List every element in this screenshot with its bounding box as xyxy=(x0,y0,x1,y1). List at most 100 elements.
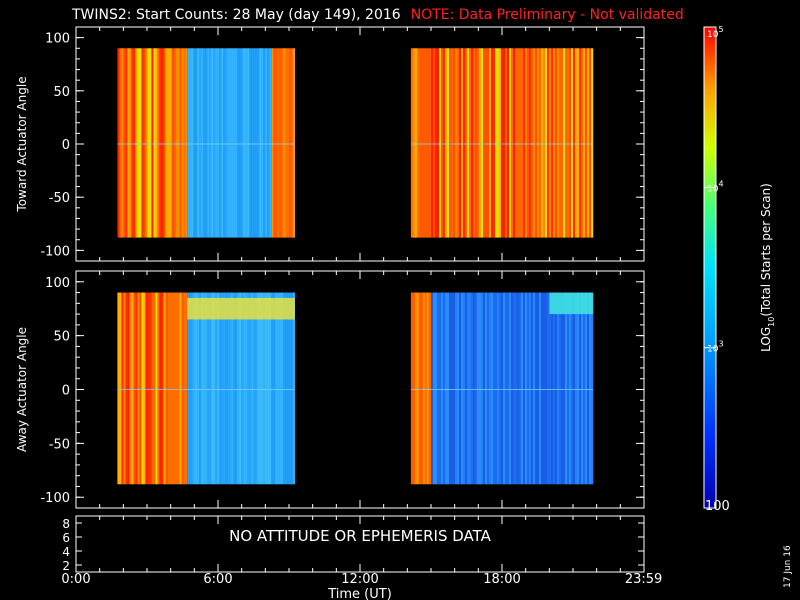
heatmap-column xyxy=(497,292,500,485)
heatmap-column xyxy=(499,292,502,485)
heatmap-column xyxy=(261,292,264,485)
y-tick-label: 50 xyxy=(53,85,70,100)
heatmap-column xyxy=(577,292,580,485)
heatmap-column xyxy=(428,292,431,485)
panel-2: 100 50 0 -50 -100 Away Actuator Angle xyxy=(15,270,645,509)
heatmap-column xyxy=(193,292,196,485)
heatmap-column xyxy=(293,48,295,238)
heatmap-column xyxy=(199,292,202,485)
heatmap-column xyxy=(269,48,272,238)
heatmap-column xyxy=(143,292,146,485)
heatmap-column xyxy=(583,48,586,238)
heatmap-column xyxy=(145,292,148,485)
heatmap-column xyxy=(420,292,424,485)
heatmap-column xyxy=(277,292,280,485)
heatmap-column xyxy=(151,292,154,485)
heatmap-column xyxy=(507,292,510,485)
heatmap-column xyxy=(583,292,586,485)
heatmap-column xyxy=(287,292,290,485)
heatmap-column xyxy=(515,292,518,485)
heatmap-column xyxy=(441,292,444,485)
heatmap-column xyxy=(213,292,216,485)
heatmap-column xyxy=(420,48,424,238)
heatmap-column xyxy=(137,48,140,238)
heatmap-column xyxy=(467,292,470,485)
heatmap-column xyxy=(183,292,186,485)
heatmap-column xyxy=(259,292,262,485)
heatmap-column xyxy=(191,292,194,485)
heatmap-column xyxy=(585,48,588,238)
heatmap-column xyxy=(211,292,214,485)
heatmap-column xyxy=(481,292,484,485)
heatmap-column xyxy=(199,48,202,238)
heatmap-column xyxy=(493,48,496,238)
heatmap-column xyxy=(428,48,431,238)
heatmap-column xyxy=(155,292,158,485)
colorbar-scale xyxy=(703,26,717,509)
heatmap-column xyxy=(289,48,292,238)
heatmap-column xyxy=(577,48,580,238)
heatmap-column xyxy=(253,48,256,238)
heatmap-column xyxy=(426,48,430,238)
heatmap-column xyxy=(189,292,192,485)
heatmap-column xyxy=(235,48,238,238)
heatmap-column xyxy=(205,292,208,485)
heatmap-column xyxy=(505,48,508,238)
y-tick-label: 2 xyxy=(62,559,70,573)
heatmap-column xyxy=(455,48,458,238)
heatmap-column xyxy=(127,48,130,238)
heatmap-column xyxy=(447,292,450,485)
heatmap-column xyxy=(418,48,422,238)
heatmap-column xyxy=(575,292,578,485)
heatmap-column xyxy=(418,292,422,485)
heatmap-column xyxy=(589,48,592,238)
heatmap-column xyxy=(465,292,468,485)
heatmap-column xyxy=(179,48,182,238)
heatmap-column xyxy=(581,48,584,238)
heatmap-column xyxy=(443,48,446,238)
heatmap-column xyxy=(563,48,566,238)
chart-title: TWINS2: Start Counts: 28 May (day 149), … xyxy=(72,7,684,23)
x-tick-label: 12:00 xyxy=(341,572,378,587)
heatmap-column xyxy=(553,48,556,238)
heatmap-column xyxy=(547,48,550,238)
y-tick-label: 4 xyxy=(62,545,70,559)
heatmap-column xyxy=(531,292,534,485)
y-tick-label: 100 xyxy=(45,276,70,291)
heatmap-column xyxy=(231,48,234,238)
heatmap-column xyxy=(169,292,172,485)
heatmap-column xyxy=(499,48,502,238)
heatmap-column xyxy=(139,48,142,238)
heatmap-column xyxy=(149,48,152,238)
heatmap-column xyxy=(205,48,208,238)
heatmap-column xyxy=(579,48,582,238)
heatmap-column xyxy=(433,48,436,238)
heatmap-column xyxy=(131,48,134,238)
heatmap-column xyxy=(489,292,492,485)
heatmap-column xyxy=(437,292,440,485)
heatmap-column xyxy=(565,292,568,485)
heatmap-column xyxy=(555,292,558,485)
heatmap-column xyxy=(549,48,552,238)
heatmap-column xyxy=(543,292,546,485)
heatmap-column xyxy=(223,48,226,238)
heatmap-column xyxy=(201,292,204,485)
x-tick-label: 6:00 xyxy=(203,572,232,587)
heatmap-column xyxy=(285,48,288,238)
heatmap-column xyxy=(235,292,238,485)
heatmap-column xyxy=(414,292,418,485)
heatmap-column xyxy=(213,48,216,238)
heatmap-column xyxy=(537,48,540,238)
heatmap-column xyxy=(477,48,480,238)
heatmap-column xyxy=(253,292,256,485)
heatmap-column xyxy=(185,48,188,238)
heatmap-column xyxy=(181,48,184,238)
heatmap-column xyxy=(267,48,270,238)
enhanced-band xyxy=(549,292,594,315)
heatmap-column xyxy=(263,292,266,485)
heatmap-column xyxy=(135,292,138,485)
heatmap-column xyxy=(533,292,536,485)
heatmap-column xyxy=(513,48,516,238)
y-tick-label: -100 xyxy=(40,244,70,259)
